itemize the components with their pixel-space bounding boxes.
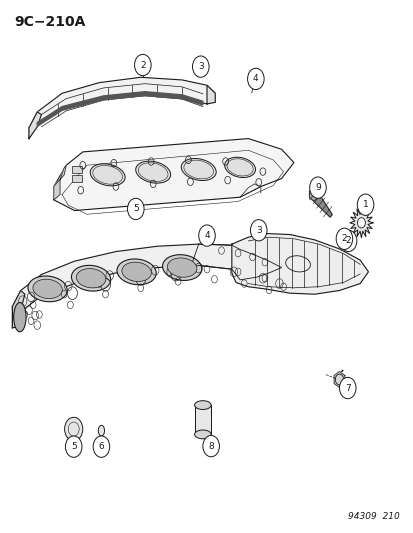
Circle shape: [202, 435, 219, 457]
Text: 5: 5: [71, 442, 76, 451]
Ellipse shape: [117, 259, 156, 285]
Circle shape: [127, 198, 144, 220]
Text: 94309  210: 94309 210: [347, 512, 399, 521]
FancyBboxPatch shape: [72, 166, 81, 173]
Ellipse shape: [28, 276, 67, 302]
Text: 4: 4: [204, 231, 209, 240]
Circle shape: [134, 54, 151, 76]
Polygon shape: [310, 191, 332, 217]
Polygon shape: [231, 233, 368, 294]
Ellipse shape: [14, 303, 26, 332]
Circle shape: [250, 220, 266, 241]
Text: 3: 3: [255, 226, 261, 235]
Ellipse shape: [33, 279, 62, 298]
FancyBboxPatch shape: [194, 405, 211, 434]
Circle shape: [65, 436, 82, 457]
Polygon shape: [54, 165, 66, 200]
Text: 4: 4: [252, 75, 258, 83]
Polygon shape: [12, 290, 25, 328]
Circle shape: [198, 225, 215, 246]
Circle shape: [247, 68, 263, 90]
Polygon shape: [309, 188, 317, 201]
Text: 8: 8: [208, 442, 214, 450]
Polygon shape: [333, 372, 344, 387]
Circle shape: [356, 194, 373, 215]
Text: 2: 2: [341, 235, 347, 243]
Circle shape: [356, 217, 365, 228]
Circle shape: [339, 230, 356, 252]
Polygon shape: [54, 139, 293, 211]
Ellipse shape: [76, 269, 106, 288]
Circle shape: [64, 417, 83, 441]
Polygon shape: [29, 77, 215, 139]
Ellipse shape: [162, 255, 201, 280]
Polygon shape: [37, 92, 202, 126]
Text: 9: 9: [314, 183, 320, 192]
Polygon shape: [349, 208, 372, 238]
Text: 7: 7: [344, 384, 350, 392]
Ellipse shape: [194, 401, 211, 409]
Circle shape: [192, 56, 209, 77]
Circle shape: [335, 228, 352, 249]
Text: 9C−210A: 9C−210A: [14, 15, 85, 29]
Ellipse shape: [194, 430, 211, 439]
Ellipse shape: [181, 158, 216, 181]
Ellipse shape: [224, 157, 255, 177]
FancyBboxPatch shape: [72, 175, 81, 182]
Text: 2: 2: [345, 237, 351, 245]
Text: 3: 3: [197, 62, 203, 71]
Ellipse shape: [98, 425, 104, 436]
Ellipse shape: [71, 265, 110, 291]
Circle shape: [335, 374, 343, 385]
Circle shape: [339, 377, 355, 399]
Polygon shape: [206, 85, 215, 104]
Polygon shape: [12, 244, 289, 328]
Ellipse shape: [90, 164, 125, 186]
Text: 5: 5: [133, 205, 138, 213]
Circle shape: [93, 436, 109, 457]
Ellipse shape: [135, 161, 170, 183]
Text: 1: 1: [362, 200, 368, 209]
Ellipse shape: [121, 262, 151, 281]
Text: 6: 6: [98, 442, 104, 451]
Circle shape: [309, 177, 325, 198]
Ellipse shape: [167, 258, 197, 277]
Text: 2: 2: [140, 61, 145, 69]
Polygon shape: [29, 112, 41, 139]
